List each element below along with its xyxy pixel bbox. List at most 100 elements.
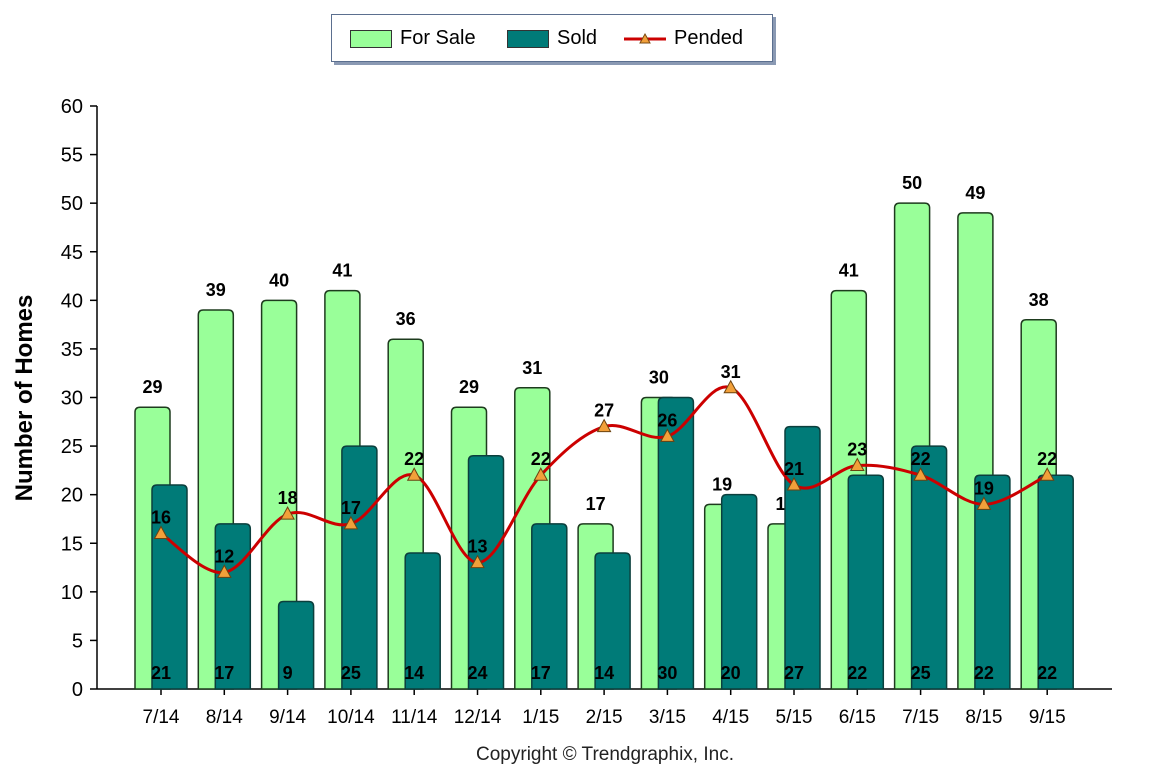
legend-item-for-sale: For Sale	[350, 27, 476, 50]
pended-value-label: 27	[594, 401, 614, 421]
pended-value-label: 22	[1037, 449, 1057, 469]
legend-item-sold: Sold	[507, 27, 597, 50]
for-sale-value-label: 39	[206, 280, 226, 300]
pended-point	[153, 525, 169, 540]
y-tick-label: 45	[61, 242, 83, 264]
pended-point	[786, 476, 802, 491]
x-tick-label: 5/15	[776, 707, 813, 728]
legend: For Sale Sold Pended	[331, 14, 773, 62]
pended-value-label: 16	[151, 508, 171, 528]
pended-value-label: 26	[657, 410, 677, 430]
for-sale-value-label: 41	[332, 261, 352, 281]
y-tick-label: 0	[72, 679, 83, 701]
y-tick-label: 30	[61, 388, 83, 410]
y-tick-label: 55	[61, 145, 83, 167]
pended-value-label: 18	[278, 488, 298, 508]
sold-bar	[657, 396, 695, 690]
y-tick-label: 60	[61, 96, 83, 118]
x-axis: 7/14 8/14 9/14 10/14 11/14 12/14 1/15 2/15 3/15 4…	[97, 688, 1112, 728]
sold-value-label: 30	[657, 663, 677, 683]
pended-value-label: 21	[784, 459, 804, 479]
pended-point	[723, 379, 739, 394]
pended-value-label: 12	[214, 546, 234, 566]
sold-value-label: 22	[974, 663, 994, 683]
copyright-text: Copyright © Trendgraphix, Inc.	[476, 744, 734, 765]
x-tick-label: 7/15	[902, 707, 939, 728]
x-tick-label: 8/14	[206, 707, 243, 728]
sold-bar	[277, 600, 315, 690]
pended-point	[343, 515, 359, 530]
y-tick-label: 50	[61, 193, 83, 215]
x-tick-label: 11/14	[391, 707, 438, 728]
pended-line-marker-icon	[624, 30, 666, 48]
pended-point	[470, 554, 485, 569]
sold-bar	[404, 552, 441, 690]
sold-value-label: 27	[784, 663, 804, 683]
sold-bar	[594, 552, 631, 690]
y-tick-label: 20	[61, 485, 83, 507]
pended-value-label: 19	[974, 478, 994, 498]
legend-label-sold: Sold	[557, 27, 598, 49]
x-tick-label: 10/14	[327, 707, 375, 728]
for-sale-bar	[260, 299, 298, 690]
x-tick-label: 8/15	[965, 707, 1002, 728]
pended-value-label: 23	[847, 440, 867, 460]
sold-value-label: 24	[467, 663, 487, 683]
pended-point	[1039, 467, 1055, 481]
for-sale-value-label: 29	[142, 377, 162, 397]
pended-point	[216, 564, 232, 578]
for-sale-value-label: 49	[965, 183, 985, 203]
y-axis: 0 5 10 15 20 25 30 35 40 45 50 55 60	[61, 96, 98, 701]
pended-point	[660, 428, 675, 442]
sold-bar	[341, 445, 378, 690]
sold-series: 21 17 9 25 14 24 17 14 30 20 27 22 25 22 22	[151, 396, 1074, 690]
for-sale-value-label: 36	[396, 309, 416, 329]
y-tick-label: 25	[61, 436, 83, 458]
for-sale-value-label: 29	[459, 377, 479, 397]
for-sale-value-label: 41	[839, 261, 859, 281]
x-tick-label: 3/15	[649, 707, 686, 728]
pended-point	[849, 457, 865, 472]
pended-value-label: 13	[467, 537, 487, 557]
y-tick-label: 35	[61, 339, 83, 361]
sold-value-label: 14	[594, 663, 614, 683]
sold-value-label: 25	[911, 663, 931, 683]
pended-value-label: 22	[911, 449, 931, 469]
pended-point	[596, 418, 612, 433]
sold-bar	[910, 445, 948, 690]
pended-point	[976, 496, 992, 510]
sold-bar	[974, 474, 1011, 690]
pended-point	[280, 506, 295, 520]
x-tick-label: 2/15	[586, 707, 623, 728]
sold-swatch-icon	[507, 29, 549, 48]
y-tick-label: 40	[61, 290, 83, 312]
pended-point	[406, 467, 422, 481]
sold-bar	[784, 425, 821, 690]
pended-line	[160, 385, 1048, 574]
sold-bar	[720, 493, 758, 690]
for-sale-value-label: 38	[1029, 290, 1049, 310]
x-tick-label: 4/15	[712, 707, 749, 728]
sold-bar	[847, 474, 885, 690]
x-tick-label: 6/15	[839, 707, 876, 728]
x-tick-label: 12/14	[454, 707, 502, 728]
pended-value-label: 31	[721, 362, 741, 382]
sold-value-label: 22	[1037, 663, 1057, 683]
pended-value-label: 22	[404, 449, 424, 469]
pended-point	[913, 467, 928, 481]
sold-bar	[1037, 474, 1074, 690]
for-sale-value-label: 50	[902, 173, 922, 193]
sold-bar	[531, 523, 568, 690]
for-sale-value-label: 40	[269, 270, 289, 290]
pended-value-label: 17	[341, 498, 361, 518]
sold-value-label: 9	[283, 663, 293, 683]
sold-value-label: 22	[847, 663, 867, 683]
x-tick-label: 9/15	[1029, 707, 1066, 728]
sold-value-label: 20	[721, 663, 741, 683]
x-tick-label: 1/15	[522, 707, 559, 728]
x-tick-label: 9/14	[269, 707, 306, 728]
for-sale-value-label: 31	[522, 358, 542, 378]
y-tick-label: 15	[61, 533, 83, 555]
for-sale-value-label: 19	[712, 474, 732, 494]
